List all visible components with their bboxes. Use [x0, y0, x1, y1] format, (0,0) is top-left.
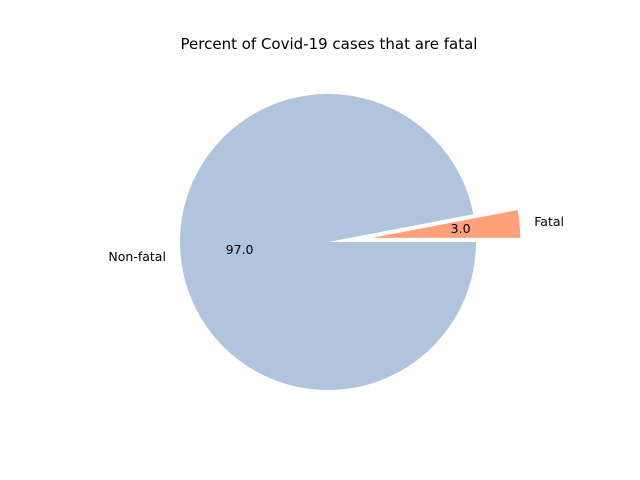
slice-label-non-fatal: Non-fatal [108, 249, 166, 264]
pct-label-fatal: 3.0 [451, 221, 471, 236]
chart-title: Percent of Covid-19 cases that are fatal [181, 35, 478, 53]
slices-layer [179, 94, 521, 391]
slice-label-fatal: Fatal [534, 214, 564, 229]
pie-slice-fatal [372, 210, 521, 238]
pie-slice-non-fatal [179, 94, 476, 391]
labels-layer: Fatal 3.0 Non-fatal 97.0 [108, 214, 564, 264]
pct-label-non-fatal: 97.0 [226, 242, 254, 257]
